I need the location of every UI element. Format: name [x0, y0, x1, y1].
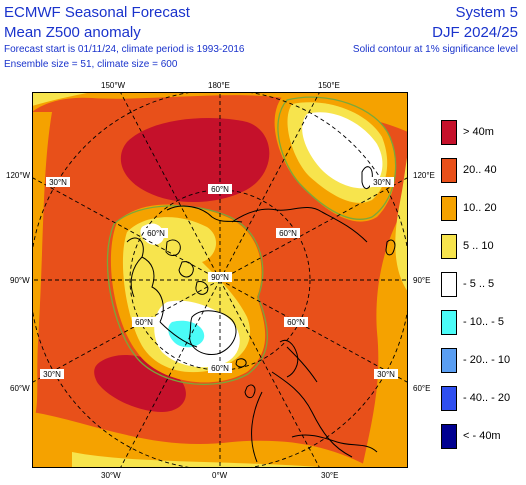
significance-contour: [106, 205, 268, 386]
legend-swatch: [441, 386, 457, 411]
svg-text:30°N: 30°N: [373, 178, 391, 187]
legend-label: < - 40m: [463, 430, 501, 442]
map-border: [32, 92, 408, 468]
meridian: [219, 279, 408, 384]
lat-label-60n-left-lower: 60°N: [132, 317, 156, 327]
coastline-uk: [244, 384, 256, 399]
anomaly-5-10-edge-right: [395, 152, 408, 292]
coastline-iceland: [235, 358, 247, 368]
legend-label: 20.. 40: [463, 164, 497, 176]
coastline-greenland: [189, 310, 237, 356]
anomaly-10-20-edge-right: [362, 122, 408, 468]
meridian: [119, 279, 221, 468]
legend-label: 10.. 20: [463, 202, 497, 214]
forecast-info: Forecast start is 01/11/24, climate peri…: [4, 44, 245, 55]
svg-text:60°N: 60°N: [135, 318, 153, 327]
coastline-north-america: [126, 237, 198, 348]
title: ECMWF Seasonal Forecast: [4, 4, 190, 21]
z500-anomaly-map: 30°N 30°N 60°N 60°N 60°N 60°N 90°N 60°N: [32, 92, 408, 468]
svg-text:30°N: 30°N: [43, 370, 61, 379]
legend-swatch: [441, 234, 457, 259]
coastline-scandinavia: [279, 339, 299, 378]
lon-label-top-180e: 180°E: [208, 81, 230, 90]
lon-label-bottom-30w: 30°W: [101, 471, 121, 480]
lon-label-right-90e: 90°E: [413, 276, 431, 285]
lon-label-right-60e: 60°E: [413, 384, 431, 393]
legend-swatch: [441, 424, 457, 449]
coastline-mediterranean: [291, 434, 378, 453]
system-label: System 5: [455, 4, 518, 21]
legend-swatch: [441, 120, 457, 145]
legend-label: - 20.. - 10: [463, 354, 511, 366]
lat-label-60n-right-upper: 60°N: [276, 228, 300, 238]
lat-label-60n-bottom: 60°N: [208, 363, 232, 373]
svg-text:60°N: 60°N: [211, 364, 229, 373]
lon-label-right-120e: 120°E: [413, 171, 435, 180]
lat-label-60n-right-lower: 60°N: [284, 317, 308, 327]
legend-label: 5 .. 10: [463, 240, 494, 252]
svg-text:60°N: 60°N: [287, 318, 305, 327]
anomaly-5-10-edge-bottom: [72, 452, 332, 468]
subtitle: Mean Z500 anomaly: [4, 24, 141, 41]
significance-contour: [277, 96, 397, 220]
legend-label: > 40m: [463, 126, 494, 138]
lat-label-30n-left-bottom: 30°N: [40, 369, 64, 379]
lon-label-left-90w: 90°W: [10, 276, 30, 285]
legend-label: - 40.. - 20: [463, 392, 511, 404]
lon-label-bottom-0w: 0°W: [212, 471, 228, 480]
meridian: [219, 92, 321, 281]
lat-label-30n-right-top: 30°N: [370, 177, 394, 187]
significance-note: Solid contour at 1% significance level: [352, 44, 518, 55]
lon-label-left-60w: 60°W: [10, 384, 30, 393]
svg-text:60°N: 60°N: [211, 185, 229, 194]
lat-label-30n-left-top: 30°N: [46, 177, 70, 187]
legend-swatch: [441, 158, 457, 183]
lat-label-90n: 90°N: [208, 272, 232, 282]
svg-text:30°N: 30°N: [377, 370, 395, 379]
legend-label: - 10.. - 5: [463, 316, 504, 328]
anomaly-10-20-edge-bottom: [32, 412, 372, 468]
lat-label-30n-right-bottom: 30°N: [374, 369, 398, 379]
legend-swatch: [441, 310, 457, 335]
lon-label-top-150w: 150°W: [101, 81, 126, 90]
legend-swatch: [441, 348, 457, 373]
coastline-arctic-islands: [165, 239, 209, 295]
meridian: [119, 92, 221, 281]
svg-text:90°N: 90°N: [211, 273, 229, 282]
anomaly-neutral-siberia: [302, 112, 383, 189]
meridian: [219, 176, 408, 281]
season-label: DJF 2024/25: [432, 24, 518, 41]
anomaly-minus-5-10-polar: [168, 320, 205, 348]
meridian: [219, 279, 321, 468]
lat-label-60n-left-upper: 60°N: [144, 228, 168, 238]
svg-text:60°N: 60°N: [147, 229, 165, 238]
anomaly-gt40-pacific: [120, 118, 270, 203]
anomaly-5-10-edge-topleft: [32, 92, 92, 106]
svg-text:60°N: 60°N: [279, 229, 297, 238]
lat-label-60n-top: 60°N: [208, 184, 232, 194]
legend-swatch: [441, 196, 457, 221]
meridian: [32, 279, 221, 384]
ensemble-info: Ensemble size = 51, climate size = 600: [4, 59, 178, 70]
lon-label-bottom-30e: 30°E: [321, 471, 339, 480]
lon-label-left-120w: 120°W: [6, 171, 31, 180]
legend-label: - 5 .. 5: [463, 278, 495, 290]
coastline-siberia: [231, 207, 368, 243]
anomaly-10-20-edge-left: [32, 112, 52, 422]
lon-label-top-150e: 150°E: [318, 81, 340, 90]
legend-swatch: [441, 272, 457, 297]
coastline-japan: [385, 239, 396, 256]
svg-text:30°N: 30°N: [49, 178, 67, 187]
coastline-europe: [251, 346, 353, 463]
